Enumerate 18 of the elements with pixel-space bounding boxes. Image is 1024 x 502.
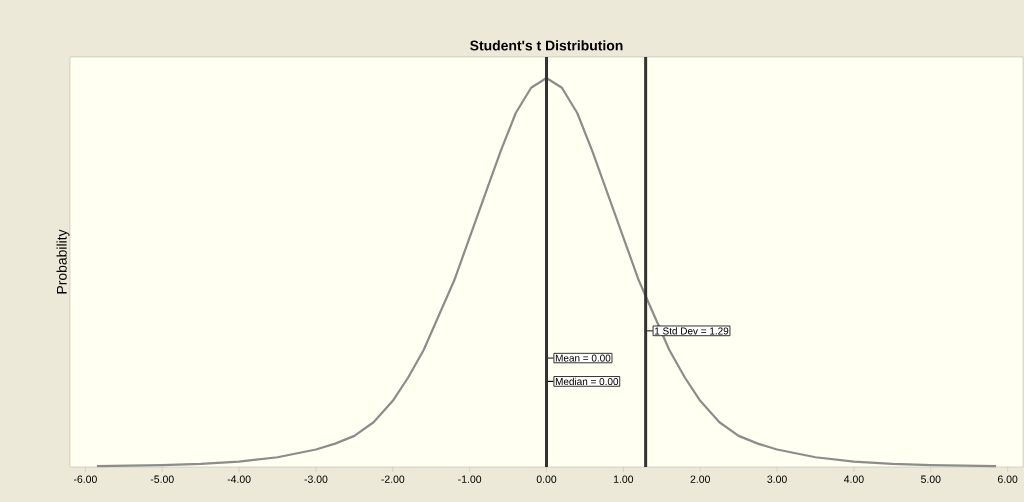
x-tick-label: -5.00 <box>150 475 174 483</box>
x-tick-label: -4.00 <box>227 475 251 483</box>
chart-title: Student's t Distribution <box>470 40 623 51</box>
x-tick-label: 5.00 <box>921 475 941 483</box>
x-tick-label: 1.00 <box>613 475 634 483</box>
x-tick-label: -2.00 <box>381 475 405 483</box>
x-tick-label: 6.00 <box>997 475 1018 483</box>
x-tick-label: -3.00 <box>304 475 328 483</box>
x-tick-label: 4.00 <box>843 475 864 483</box>
x-tick-label: 0.00 <box>536 475 557 483</box>
x-tick-label: 2.00 <box>690 475 710 483</box>
x-tick-label: -6.00 <box>73 475 97 483</box>
y-axis-title: Probability <box>56 229 70 294</box>
x-tick-label: 3.00 <box>767 475 787 483</box>
ref-line-label: 1 Std Dev = 1.29 <box>655 327 729 335</box>
x-tick-label: -1.00 <box>458 475 482 483</box>
annotation: Median = 0.00 <box>555 377 619 386</box>
ref-line-label: Mean = 0.00 <box>555 354 611 362</box>
